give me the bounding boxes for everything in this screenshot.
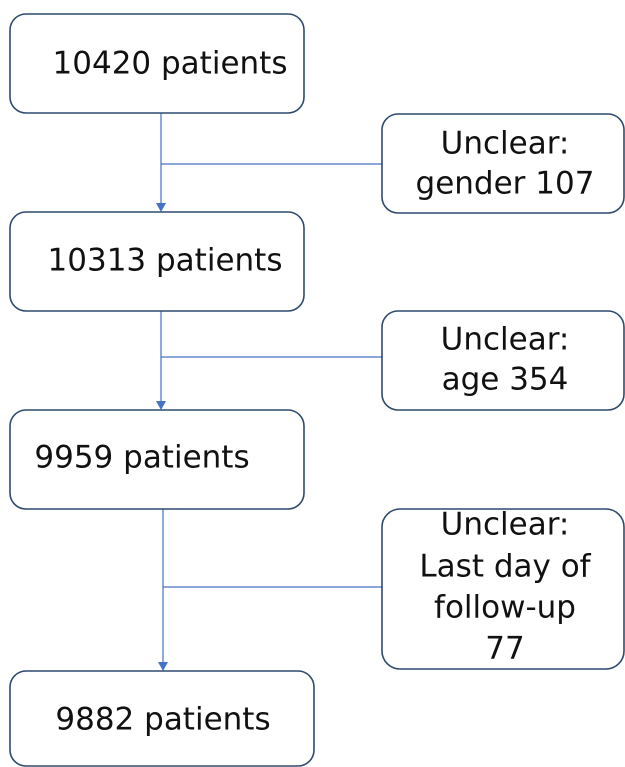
node-box [9,13,305,114]
node-box [9,211,305,312]
node-box [9,409,305,510]
exclusion-box [381,113,625,214]
exclusion-line: 77 [485,631,524,667]
exclusion-line: gender 107 [416,166,595,202]
exclusion-line: age 354 [442,362,569,398]
exclusion-line: Last day of [419,549,591,585]
exclusion-box [381,508,625,670]
arrowhead [158,662,168,671]
exclusion-line: Unclear: [441,126,570,162]
arrowhead [156,203,166,212]
node-label: 10313 patients [48,243,283,279]
exclusion-box [381,310,625,411]
arrowhead [156,401,166,410]
exclusion-line: Unclear: [441,322,570,358]
exclusion-line: follow-up [434,590,576,626]
node-label: 9882 patients [55,702,270,738]
node-label: 10420 patients [53,46,288,82]
node-box [9,670,315,767]
node-label: 9959 patients [34,440,249,476]
exclusion-line: Unclear: [441,507,570,543]
